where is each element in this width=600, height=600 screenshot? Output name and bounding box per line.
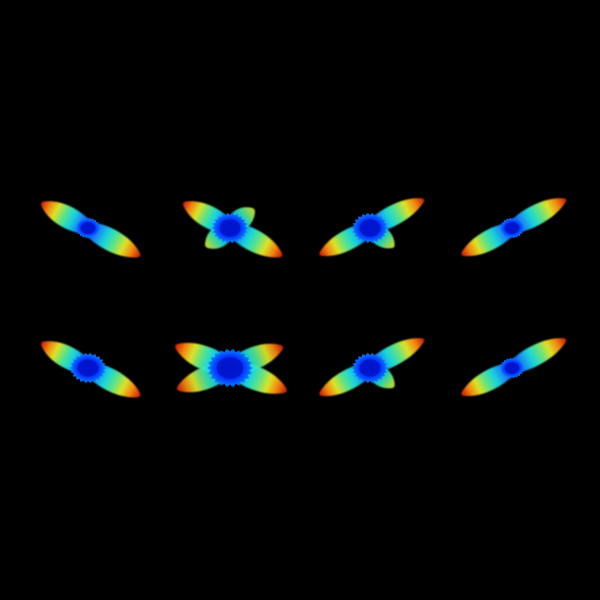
glyph-r1-c2 (182, 201, 283, 258)
glyph-layer (40, 198, 567, 398)
glyph-r2-c2 (175, 342, 287, 394)
glyph-r2-c4 (461, 338, 567, 397)
glyph-r2-c3 (319, 338, 425, 397)
glyph-r1-c3 (319, 198, 425, 257)
glyph-r2-c1 (40, 341, 141, 398)
glyph-r1-c4 (461, 198, 567, 257)
glyph-r1-c1 (40, 201, 141, 258)
